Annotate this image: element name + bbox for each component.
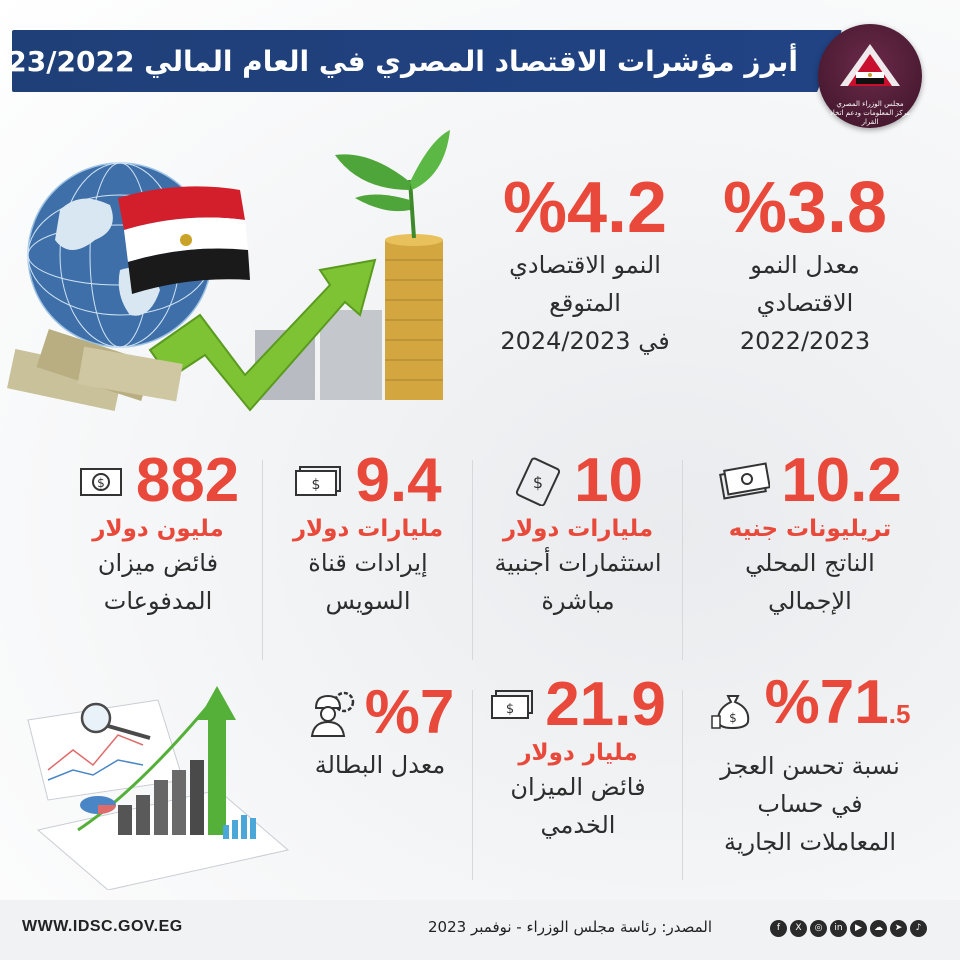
banknote-icon: $	[295, 466, 342, 496]
bop-label-2: المدفوعات	[103, 587, 213, 615]
pyramid-flag-icon	[840, 44, 900, 86]
suez-value: 9.4	[355, 446, 442, 515]
suez-unit: مليارات دولار	[292, 516, 444, 542]
stat-current-account: %71.5 $ نسبة تحسن العجز في حساب المعاملا…	[690, 670, 930, 861]
soundcloud-icon[interactable]: ☁	[870, 920, 887, 937]
current-account-label-3: المعاملات الجارية	[723, 828, 897, 856]
fdi-unit: مليارات دولار	[502, 516, 654, 542]
dollar-bill-icon: $	[79, 468, 122, 496]
idsc-logo: مجلس الوزراء المصري مركز المعلومات ودعم …	[818, 24, 922, 128]
logo-line-2: مركز المعلومات ودعم اتخاذ القرار	[829, 109, 911, 126]
fdi-value: 10	[574, 446, 644, 515]
bop-unit: مليون دولار	[92, 516, 224, 542]
egypt-flag-icon	[118, 186, 250, 294]
suez-label-2: السويس	[325, 587, 411, 615]
services-label-2: الخدمي	[540, 811, 616, 839]
bop-label-1: فائض ميزان	[97, 549, 219, 577]
stat-growth-actual: %3.8 معدل النمو الاقتصادي 2022/2023	[700, 170, 910, 360]
mini-bars-icon	[223, 815, 256, 839]
divider	[262, 460, 263, 660]
current-account-value-decimal: .5	[888, 699, 911, 729]
svg-text:$: $	[312, 477, 321, 493]
svg-text:$: $	[506, 702, 514, 717]
bar-chart-icon	[77, 686, 236, 835]
linkedin-icon[interactable]: in	[830, 920, 847, 937]
header-bar	[12, 30, 842, 92]
divider	[682, 460, 683, 660]
gdp-value: 10.2	[781, 446, 902, 515]
current-account-value: %71	[764, 668, 889, 737]
growth-actual-value: %3.8	[722, 168, 888, 248]
coin-stack-icon	[255, 234, 443, 400]
current-account-label-2: في حساب	[757, 790, 863, 818]
growth-expected-label-1: النمو الاقتصادي	[509, 251, 661, 279]
x-icon[interactable]: X	[790, 920, 807, 937]
fdi-label-1: استثمارات أجنبية	[494, 549, 662, 577]
worker-gear-icon	[310, 691, 354, 737]
cash-stack-icon: $	[491, 690, 534, 719]
youtube-icon[interactable]: ▶	[850, 920, 867, 937]
divider	[472, 690, 473, 880]
stat-growth-expected: %4.2 النمو الاقتصادي المتوقع في 2024/202…	[480, 170, 690, 360]
source-text: المصدر: رئاسة مجلس الوزراء - نوفمبر 2023	[428, 918, 712, 936]
stat-unemployment: %7 معدل البطالة	[290, 680, 470, 784]
current-account-value-group: %71.5	[765, 670, 911, 747]
gdp-unit: تريليونات جنيه	[728, 516, 892, 542]
instagram-icon[interactable]: ◎	[810, 920, 827, 937]
stat-services: 21.9 $ مليار دولار فائض الميزان الخدمي	[478, 672, 678, 844]
growth-actual-label-3: 2022/2023	[739, 327, 871, 355]
divider	[682, 690, 683, 880]
unemployment-value: %7	[364, 678, 455, 747]
growth-expected-value: %4.2	[502, 168, 668, 248]
page-title: أبرز مؤشرات الاقتصاد المصري في العام الم…	[0, 45, 798, 78]
stat-bop: 882 $ مليون دولار فائض ميزان المدفوعات	[56, 448, 260, 620]
telegram-icon[interactable]: ➤	[890, 920, 907, 937]
money-exchange-icon: $	[515, 457, 561, 506]
suez-label-1: إيرادات قناة	[308, 549, 428, 577]
charts-illustration	[27, 686, 290, 890]
gdp-label-1: الناتج المحلي	[745, 549, 875, 577]
hero-illustration	[7, 130, 450, 412]
unemployment-label: معدل البطالة	[314, 751, 446, 779]
gdp-label-2: الإجمالي	[768, 587, 852, 615]
svg-text:$: $	[97, 476, 105, 490]
website-link[interactable]: WWW.IDSC.GOV.EG	[22, 918, 183, 935]
stat-fdi: 10 $ مليارات دولار استثمارات أجنبية مباش…	[478, 448, 678, 620]
svg-text:$: $	[533, 473, 543, 492]
current-account-label-1: نسبة تحسن العجز	[720, 752, 900, 780]
bop-value: 882	[135, 446, 240, 515]
plant-icon	[335, 130, 450, 239]
logo-text: مجلس الوزراء المصري مركز المعلومات ودعم …	[826, 100, 914, 127]
money-bag-icon: $	[710, 694, 749, 729]
money-stack-icon	[7, 328, 183, 411]
services-unit: مليار دولار	[518, 740, 638, 766]
growth-actual-label-2: الاقتصادي	[756, 289, 854, 317]
services-label-1: فائض الميزان	[510, 773, 646, 801]
logo-line-1: مجلس الوزراء المصري	[836, 100, 904, 108]
magnifier-icon	[80, 702, 151, 740]
growth-expected-label-2: المتوقع	[549, 289, 621, 317]
facebook-icon[interactable]: f	[770, 920, 787, 937]
tiktok-icon[interactable]: ♪	[910, 920, 927, 937]
stat-gdp: 10.2 تريليونات جنيه الناتج المحلي الإجما…	[700, 448, 920, 620]
fdi-label-2: مباشرة	[541, 587, 615, 615]
banknotes-icon	[719, 462, 771, 500]
services-value: 21.9	[545, 670, 666, 739]
growth-arrow-icon	[148, 258, 377, 412]
stat-suez: 9.4 $ مليارات دولار إيرادات قناة السويس	[268, 448, 468, 620]
divider	[472, 460, 473, 660]
growth-actual-label-1: معدل النمو	[750, 251, 860, 279]
svg-text:$: $	[729, 711, 737, 725]
pie-chart-icon	[80, 796, 116, 814]
growth-expected-label-3: في 2024/2023	[500, 327, 670, 355]
